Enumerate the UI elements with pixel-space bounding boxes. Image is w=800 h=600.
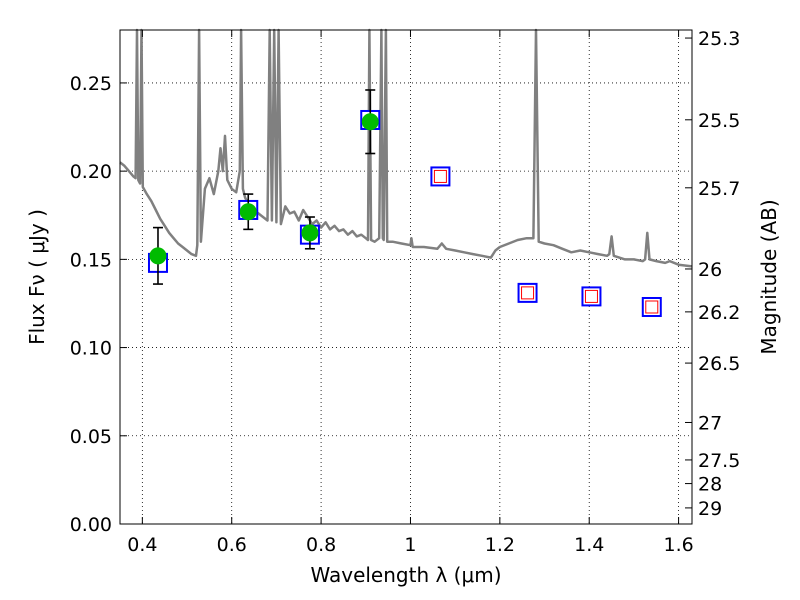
- plot-frame: [119, 29, 693, 525]
- y2-axis-title: Magnitude (AB): [757, 199, 781, 354]
- magnitude-tick-label: 26.5: [698, 353, 740, 375]
- observed-flux-point: [239, 203, 257, 221]
- x-tick-label: 0.4: [127, 534, 157, 556]
- observed-points: [149, 89, 379, 285]
- magnitude-tick-label: 29: [698, 498, 722, 520]
- predicted-flux-inner-square: [521, 286, 535, 300]
- y-tick-label: 0.00: [70, 514, 112, 536]
- x-tick-label: 1: [404, 534, 416, 556]
- magnitude-tick-label: 28: [698, 474, 722, 496]
- y-axis-title: Flux Fν ( μJy ): [25, 209, 49, 345]
- template-spectrum: [119, 28, 693, 268]
- axis-ticks: 0.4 0.6 0.8 1 1.2 1.4 1.6 0.00 0.05 0.10 0.15 0.20 0…: [70, 28, 741, 556]
- observed-flux-point: [149, 247, 167, 265]
- y-tick-label: 0.25: [70, 73, 112, 95]
- predicted-flux-inner-square: [645, 300, 659, 314]
- x-tick-label: 1.2: [485, 534, 515, 556]
- observed-flux-point: [301, 224, 319, 242]
- x-tick-label: 0.6: [217, 534, 247, 556]
- y-tick-label: 0.05: [70, 426, 112, 448]
- x-axis-title: Wavelength λ (μm): [310, 563, 501, 587]
- magnitude-tick-label: 25.5: [698, 110, 740, 132]
- grid-lines: [120, 30, 692, 525]
- y-tick-label: 0.10: [70, 338, 112, 360]
- magnitude-tick-label: 26: [698, 259, 722, 281]
- model-flux-square: [641, 296, 662, 317]
- magnitude-tick-label: 25.3: [698, 28, 740, 50]
- magnitude-tick-label: 27: [698, 412, 722, 434]
- model-flux-square: [581, 286, 602, 307]
- template-spectrum-line: [119, 28, 693, 268]
- predicted-flux-inner-square: [584, 289, 598, 303]
- predicted-flux-inner-square: [433, 169, 447, 183]
- y-tick-label: 0.20: [70, 161, 112, 183]
- model-flux-square: [517, 282, 538, 303]
- magnitude-tick-label: 26.2: [698, 302, 740, 324]
- observed-flux-point: [361, 113, 379, 131]
- x-tick-label: 0.8: [306, 534, 336, 556]
- y-tick-label: 0.15: [70, 249, 112, 271]
- magnitude-tick-label: 27.5: [698, 450, 740, 472]
- x-tick-label: 1.6: [663, 534, 693, 556]
- model-flux-square: [430, 166, 451, 187]
- magnitude-tick-label: 25.7: [698, 178, 740, 200]
- x-tick-label: 1.4: [574, 534, 604, 556]
